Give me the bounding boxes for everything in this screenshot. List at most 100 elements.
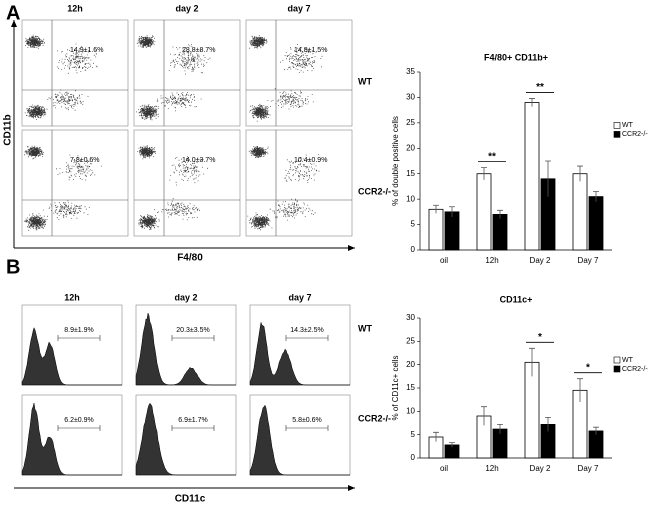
legend-swatch xyxy=(613,365,621,373)
dot-plot: 10.4±0.9% xyxy=(245,129,353,237)
histogram: 14.3±2.5% xyxy=(249,304,351,386)
error-bar xyxy=(577,378,583,402)
histogram-area xyxy=(249,321,350,386)
column-header: day 7 xyxy=(287,3,310,13)
x-tick-label: 12h xyxy=(485,256,498,265)
y-tick-label: 5 xyxy=(411,220,416,229)
bar xyxy=(572,173,588,251)
bar xyxy=(524,102,540,251)
error-bar xyxy=(593,191,599,202)
histogram-area xyxy=(249,404,350,476)
chart-title: F4/80+ CD11b+ xyxy=(484,52,548,62)
dot-plot: 14.0±3.7% xyxy=(133,129,241,237)
annotation: ** xyxy=(488,151,496,162)
y-tick-label: 20 xyxy=(406,360,415,369)
error-bar xyxy=(529,98,535,107)
legend-swatch xyxy=(613,131,621,138)
bar xyxy=(476,173,492,251)
error-bar xyxy=(449,206,455,217)
error-bar xyxy=(497,209,503,219)
y-tick-label: 15 xyxy=(406,169,415,178)
histogram-area xyxy=(21,327,122,386)
legend-label: CCR2-/- xyxy=(622,131,648,138)
column-header: day 2 xyxy=(174,292,197,302)
histogram: 8.9±1.9% xyxy=(21,304,123,386)
x-tick-label: Day 7 xyxy=(578,464,599,473)
y-axis-label: % of CD11c+ cells xyxy=(391,356,400,421)
y-axis-label: % of double positive cells xyxy=(391,116,400,206)
dots xyxy=(136,35,211,121)
error-bar xyxy=(593,426,599,435)
y-tick-label: 0 xyxy=(411,245,416,254)
percentage: 14.0±3.7% xyxy=(182,157,215,164)
bar xyxy=(524,361,540,459)
y-tick-label: 10 xyxy=(406,406,415,415)
column-header: 12h xyxy=(67,3,83,13)
annotation: * xyxy=(586,362,590,373)
axis-label: F4/80 xyxy=(177,253,203,264)
legend-label: WT xyxy=(622,357,634,364)
axis-label: CD11c xyxy=(175,494,206,505)
y-tick-label: 35 xyxy=(406,67,415,76)
dots xyxy=(23,145,102,231)
legend-swatch xyxy=(613,122,621,129)
percentage: 14.8±1.5% xyxy=(294,47,327,54)
y-tick-label: 30 xyxy=(406,93,415,102)
gate xyxy=(285,335,329,341)
percentage: 10.4±0.9% xyxy=(294,157,327,164)
percentage: 14.9±1.6% xyxy=(70,47,103,54)
column-header: 12h xyxy=(64,292,80,302)
panel-label: B xyxy=(6,256,20,278)
y-tick-label: 10 xyxy=(406,194,415,203)
gate xyxy=(171,425,215,431)
error-bar xyxy=(433,431,439,442)
dot-plot: 7.8±0.6% xyxy=(21,129,129,237)
error-bar xyxy=(481,406,487,426)
y-tick-label: 20 xyxy=(406,143,415,152)
x-tick-label: oil xyxy=(440,464,448,473)
dots xyxy=(137,145,208,230)
axis-label: CD11b xyxy=(3,114,14,145)
column-header: day 7 xyxy=(288,292,311,302)
histogram: 20.3±3.5% xyxy=(135,304,237,386)
legend-label: CCR2-/- xyxy=(622,366,648,373)
histogram-area xyxy=(21,402,122,476)
histogram: 6.9±1.7% xyxy=(135,394,237,476)
x-tick-label: Day 2 xyxy=(530,256,551,265)
y-tick-label: 5 xyxy=(411,430,416,439)
gate xyxy=(171,335,215,341)
dots xyxy=(247,146,320,231)
y-tick-label: 30 xyxy=(406,313,415,322)
row-label: WT xyxy=(358,323,372,333)
row-label: CCR2-/- xyxy=(358,413,391,423)
dots xyxy=(24,34,98,120)
dot-plot: 28.8±8.7% xyxy=(133,19,241,127)
x-tick-label: 12h xyxy=(485,464,498,473)
y-tick-label: 0 xyxy=(411,453,416,462)
bar xyxy=(428,208,444,251)
annotation: ** xyxy=(536,82,544,93)
percentage: 28.8±8.7% xyxy=(182,47,215,54)
error-bar xyxy=(577,165,583,182)
percentage: 6.2±0.9% xyxy=(64,417,94,424)
bar xyxy=(588,196,604,251)
histogram: 6.2±0.9% xyxy=(21,394,123,476)
dot-plot: 14.8±1.5% xyxy=(245,19,353,127)
dots xyxy=(249,35,323,122)
bar xyxy=(444,211,460,251)
error-bar xyxy=(497,424,503,434)
chart-title: CD11c+ xyxy=(500,294,533,304)
error-bar xyxy=(433,204,439,214)
row-label: CCR2-/- xyxy=(358,186,391,196)
error-bar xyxy=(529,347,535,377)
percentage: 5.8±0.6% xyxy=(292,417,322,424)
row-label: WT xyxy=(358,76,372,86)
error-bar xyxy=(545,160,551,197)
x-tick-label: Day 2 xyxy=(530,464,551,473)
y-tick-label: 25 xyxy=(406,118,415,127)
histogram-area xyxy=(135,402,236,476)
x-tick-label: oil xyxy=(440,256,448,265)
percentage: 7.8±0.6% xyxy=(70,157,100,164)
panel-label: A xyxy=(6,2,20,24)
